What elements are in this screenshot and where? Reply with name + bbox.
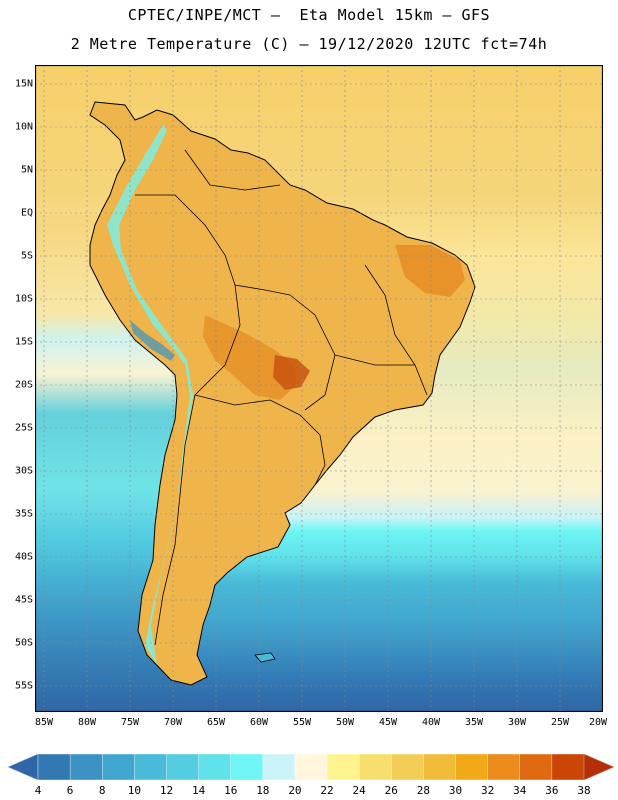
colorbar-label: 16 bbox=[224, 784, 238, 797]
falkland-islands bbox=[254, 652, 276, 663]
colorbar-segment bbox=[455, 753, 489, 781]
lon-label-35w: 35W bbox=[464, 717, 484, 728]
colorbar-segment bbox=[294, 753, 328, 781]
colorbar-label: 20 bbox=[288, 784, 302, 797]
lon-label-60w: 60W bbox=[249, 717, 269, 728]
lat-label-5s: 5S bbox=[20, 250, 33, 262]
colorbar-segment bbox=[423, 753, 457, 781]
andes-core bbox=[130, 320, 175, 361]
colorbar-segment bbox=[69, 753, 103, 781]
colorbar-segment bbox=[198, 753, 232, 781]
lat-label-15n: 15N bbox=[14, 78, 33, 90]
colorbar-segment bbox=[166, 753, 200, 781]
lat-label-15s: 15S bbox=[14, 336, 33, 348]
lon-label-50w: 50W bbox=[335, 717, 355, 728]
colorbar-label: 14 bbox=[191, 784, 206, 797]
map-subtitle: 2 Metre Temperature (C) – 19/12/2020 12U… bbox=[70, 35, 548, 53]
colorbar-label: 6 bbox=[66, 784, 74, 797]
lon-label-25w: 25W bbox=[550, 717, 570, 728]
lon-label-40w: 40W bbox=[421, 717, 441, 728]
lat-label-25s: 25S bbox=[14, 422, 33, 434]
lon-label-45w: 45W bbox=[378, 717, 398, 728]
lon-label-80w: 80W bbox=[77, 717, 97, 728]
colorbar-label: 32 bbox=[481, 784, 495, 797]
temperature-map bbox=[35, 65, 603, 712]
lat-label-30s: 30S bbox=[14, 465, 33, 477]
colorbar-right-arrow bbox=[583, 753, 615, 781]
colorbar bbox=[7, 753, 615, 781]
lat-label-55s: 55S bbox=[14, 680, 33, 692]
colorbar-segment bbox=[519, 753, 553, 781]
lat-label-10n: 10N bbox=[14, 121, 33, 133]
colorbar-label: 12 bbox=[159, 784, 174, 797]
lat-label-45s: 45S bbox=[14, 594, 33, 606]
colorbar-label: 34 bbox=[513, 784, 527, 797]
lon-label-85w: 85W bbox=[34, 717, 54, 728]
colorbar-label: 10 bbox=[127, 784, 141, 797]
colorbar-segment bbox=[358, 753, 392, 781]
colorbar-segments bbox=[37, 753, 585, 781]
colorbar-segment bbox=[230, 753, 264, 781]
colorbar-segment bbox=[37, 753, 71, 781]
interior-hottest-spot bbox=[273, 355, 310, 390]
colorbar-label: 8 bbox=[98, 784, 106, 797]
colorbar-label: 24 bbox=[352, 784, 366, 797]
colorbar-label: 4 bbox=[34, 784, 42, 797]
lat-label-eq: EQ bbox=[20, 207, 33, 219]
colorbar-left-arrow bbox=[7, 753, 39, 781]
northeast-hot-region bbox=[395, 245, 465, 297]
colorbar-segment bbox=[262, 753, 296, 781]
country-borders bbox=[135, 149, 428, 646]
map-border bbox=[35, 65, 603, 712]
colorbar-label: 26 bbox=[384, 784, 398, 797]
lon-label-70w: 70W bbox=[163, 717, 183, 728]
lat-label-40s: 40S bbox=[14, 551, 33, 563]
colorbar-label: 28 bbox=[416, 784, 431, 797]
lon-label-30w: 30W bbox=[507, 717, 527, 728]
lon-label-20w: 20W bbox=[588, 717, 608, 728]
lon-label-55w: 55W bbox=[292, 717, 312, 728]
lon-label-65w: 65W bbox=[206, 717, 226, 728]
colorbar-label: 18 bbox=[256, 784, 270, 797]
lat-label-10s: 10S bbox=[14, 293, 33, 305]
colorbar-segment bbox=[134, 753, 168, 781]
lat-label-5n: 5N bbox=[20, 164, 33, 176]
map-title: CPTEC/INPE/MCT – Eta Model 15km – GFS bbox=[127, 6, 491, 24]
colorbar-label: 38 bbox=[577, 784, 591, 797]
lat-label-20s: 20S bbox=[14, 379, 33, 391]
colorbar-label: 36 bbox=[545, 784, 559, 797]
lat-label-35s: 35S bbox=[14, 508, 33, 520]
colorbar-segment bbox=[391, 753, 425, 781]
colorbar-segment bbox=[102, 753, 136, 781]
colorbar-segment bbox=[326, 753, 360, 781]
interior-hot-region bbox=[203, 315, 297, 400]
colorbar-labels: 4 6 8 10 12 14 16 18 20 22 24 26 28 30 32 34 36 38 bbox=[0, 784, 618, 798]
colorbar-segment bbox=[487, 753, 521, 781]
colorbar-label: 30 bbox=[448, 784, 463, 797]
colorbar-label: 22 bbox=[320, 784, 334, 797]
lon-label-75w: 75W bbox=[120, 717, 140, 728]
lat-label-50s: 50S bbox=[14, 637, 33, 649]
colorbar-segment bbox=[551, 753, 585, 781]
